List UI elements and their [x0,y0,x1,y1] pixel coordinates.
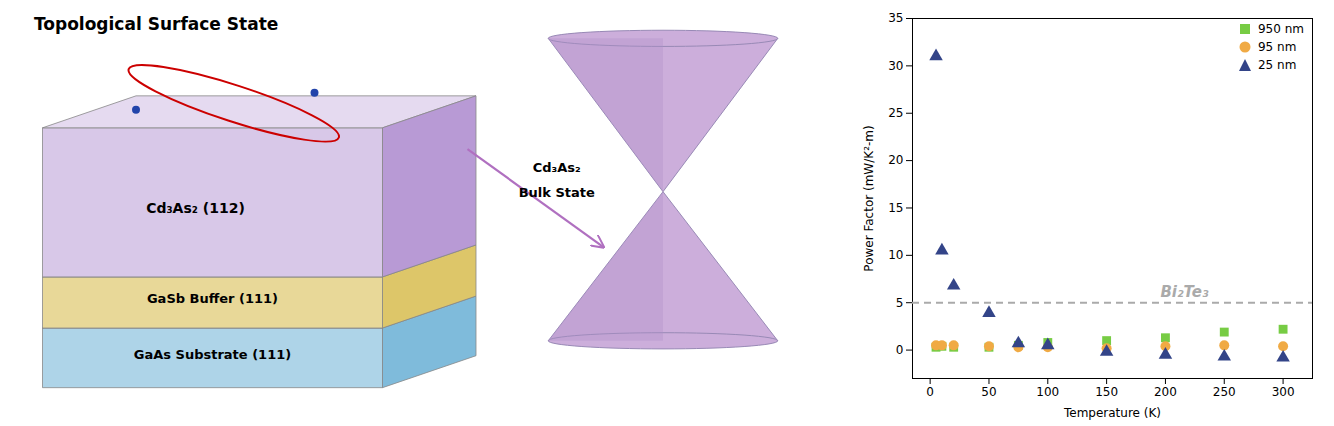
svg-text:Bulk State: Bulk State [519,185,595,200]
svg-text:Bi₂Te₃: Bi₂Te₃ [1160,283,1209,301]
svg-text:150: 150 [1095,385,1118,399]
svg-text:25: 25 [888,106,903,120]
html-text:950 nm: 950 nm [1258,22,1304,36]
svg-text:300: 300 [1272,385,1295,399]
svg-text:30: 30 [888,59,903,73]
svg-text:Cd₃As₂: Cd₃As₂ [533,160,581,175]
svg-text:5: 5 [896,296,904,310]
svg-text:Temperature (K): Temperature (K) [1063,406,1161,420]
svg-text:10: 10 [888,248,903,262]
svg-text:15: 15 [888,201,903,215]
svg-text:0: 0 [896,343,904,357]
svg-text:250: 250 [1213,385,1236,399]
svg-text:35: 35 [888,11,903,25]
svg-text:Cd₃As₂ (112): Cd₃As₂ (112) [146,200,245,216]
svg-text:100: 100 [1036,385,1059,399]
svg-text:GaAs Substrate (111): GaAs Substrate (111) [134,347,291,362]
svg-text:0: 0 [926,385,934,399]
svg-text:20: 20 [888,153,903,167]
html-text:25 nm: 25 nm [1258,58,1297,72]
svg-text:Topological Surface State: Topological Surface State [34,14,278,34]
svg-text:200: 200 [1154,385,1177,399]
svg-text:GaSb Buffer (111): GaSb Buffer (111) [147,291,278,306]
html-text:95 nm: 95 nm [1258,40,1297,54]
svg-text:50: 50 [981,385,996,399]
svg-text:Power Factor (mW/K²-m): Power Factor (mW/K²-m) [862,125,876,271]
